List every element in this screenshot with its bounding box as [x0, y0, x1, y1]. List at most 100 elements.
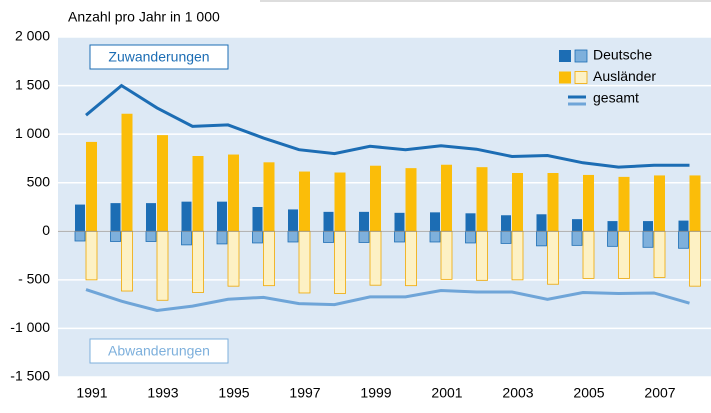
line — [85, 288, 690, 312]
bar-outflow — [181, 230, 192, 246]
x-tick-label: 2007 — [644, 385, 675, 401]
bar-outflow — [405, 230, 417, 287]
bar-outflow — [369, 230, 382, 286]
x-tick-label: 2001 — [431, 385, 462, 401]
x-tick-label: 2003 — [502, 385, 533, 401]
y-tick-label: -1 500 — [10, 368, 50, 384]
legend-label: Deutsche — [593, 47, 652, 63]
bar-outflow — [582, 230, 595, 279]
bar-outflow — [298, 230, 311, 294]
bar — [405, 168, 417, 232]
bar — [86, 141, 97, 232]
bar — [323, 211, 334, 232]
bar-outflow — [358, 230, 370, 243]
bar — [370, 165, 381, 232]
bar — [465, 213, 476, 232]
bar-outflow — [678, 230, 689, 249]
bar — [476, 167, 488, 232]
bar — [654, 175, 665, 232]
x-tick-label: 1999 — [360, 385, 391, 401]
bar — [181, 201, 192, 232]
bar — [607, 221, 618, 232]
bar — [263, 162, 275, 232]
bar — [217, 201, 227, 232]
bar — [359, 211, 369, 232]
bar-outflow — [394, 230, 405, 243]
y-tick-label: 2 000 — [15, 28, 50, 44]
legend-swatch — [559, 71, 571, 84]
annotation: Abwanderungen — [108, 343, 210, 359]
bar-outflow — [192, 230, 204, 293]
y-tick-label: 1 000 — [15, 125, 50, 141]
bar-outflow — [511, 230, 524, 281]
bar — [547, 173, 559, 232]
bar — [583, 174, 594, 232]
bar-outflow — [689, 230, 701, 287]
bar — [228, 154, 239, 232]
y-tick-label: -1 000 — [10, 319, 50, 335]
bar-outflow — [500, 230, 512, 244]
bar-outflow — [216, 230, 228, 245]
annotation-box — [89, 44, 229, 70]
y-tick-label: - 500 — [18, 271, 50, 287]
bar — [536, 214, 547, 232]
bar-outflow — [287, 230, 299, 243]
bar — [252, 207, 263, 232]
bar-outflow — [145, 230, 157, 242]
bar — [192, 156, 204, 232]
axis-unit-label: Anzahl pro Jahr in 1 000 — [68, 9, 220, 25]
bar — [299, 171, 310, 232]
bar — [146, 203, 156, 232]
bar-outflow — [156, 230, 169, 301]
bar — [643, 221, 653, 232]
bar-outflow — [85, 230, 98, 281]
legend-label: gesamt — [593, 90, 639, 106]
bar — [75, 204, 85, 232]
bar — [394, 212, 405, 232]
y-tick-label: 0 — [42, 222, 50, 238]
legend-swatch — [574, 49, 588, 63]
annotation: Zuwanderungen — [108, 49, 209, 65]
bar-outflow — [121, 230, 133, 292]
bar-outflow — [607, 230, 618, 247]
bar-outflow — [642, 230, 654, 248]
bar — [288, 209, 298, 232]
bar-outflow — [74, 230, 86, 242]
bar — [501, 215, 511, 232]
bar — [157, 135, 168, 232]
y-tick-label: 500 — [27, 173, 51, 189]
x-tick-label: 1995 — [218, 385, 249, 401]
bar-outflow — [536, 230, 547, 247]
bar-outflow — [618, 230, 630, 279]
x-tick-label: 1993 — [147, 385, 178, 401]
bar — [678, 220, 689, 232]
legend-swatch — [559, 50, 571, 62]
bar-outflow — [227, 230, 240, 287]
bar — [334, 172, 346, 232]
bar-outflow — [571, 230, 583, 246]
bar — [430, 212, 440, 232]
bar-outflow — [263, 230, 275, 287]
bar-outflow — [653, 230, 666, 278]
bar-outflow — [440, 230, 453, 280]
x-tick-label: 2005 — [573, 385, 604, 401]
y-tick-label: 1 500 — [15, 76, 50, 92]
bar — [618, 176, 630, 232]
bar-outflow — [252, 230, 263, 244]
bar-outflow — [465, 230, 476, 244]
bar-outflow — [547, 230, 559, 285]
x-tick-label: 1991 — [76, 385, 107, 401]
bar — [110, 203, 121, 232]
bar-outflow — [323, 230, 334, 243]
bar — [441, 164, 452, 232]
bar — [512, 173, 523, 232]
bar-outflow — [429, 230, 441, 243]
bar — [121, 113, 133, 232]
bar-outflow — [334, 230, 346, 294]
legend-label: Ausländer — [593, 68, 656, 84]
line — [85, 83, 690, 169]
bar-outflow — [476, 230, 488, 281]
annotation-box — [89, 338, 229, 364]
x-tick-label: 1997 — [289, 385, 320, 401]
